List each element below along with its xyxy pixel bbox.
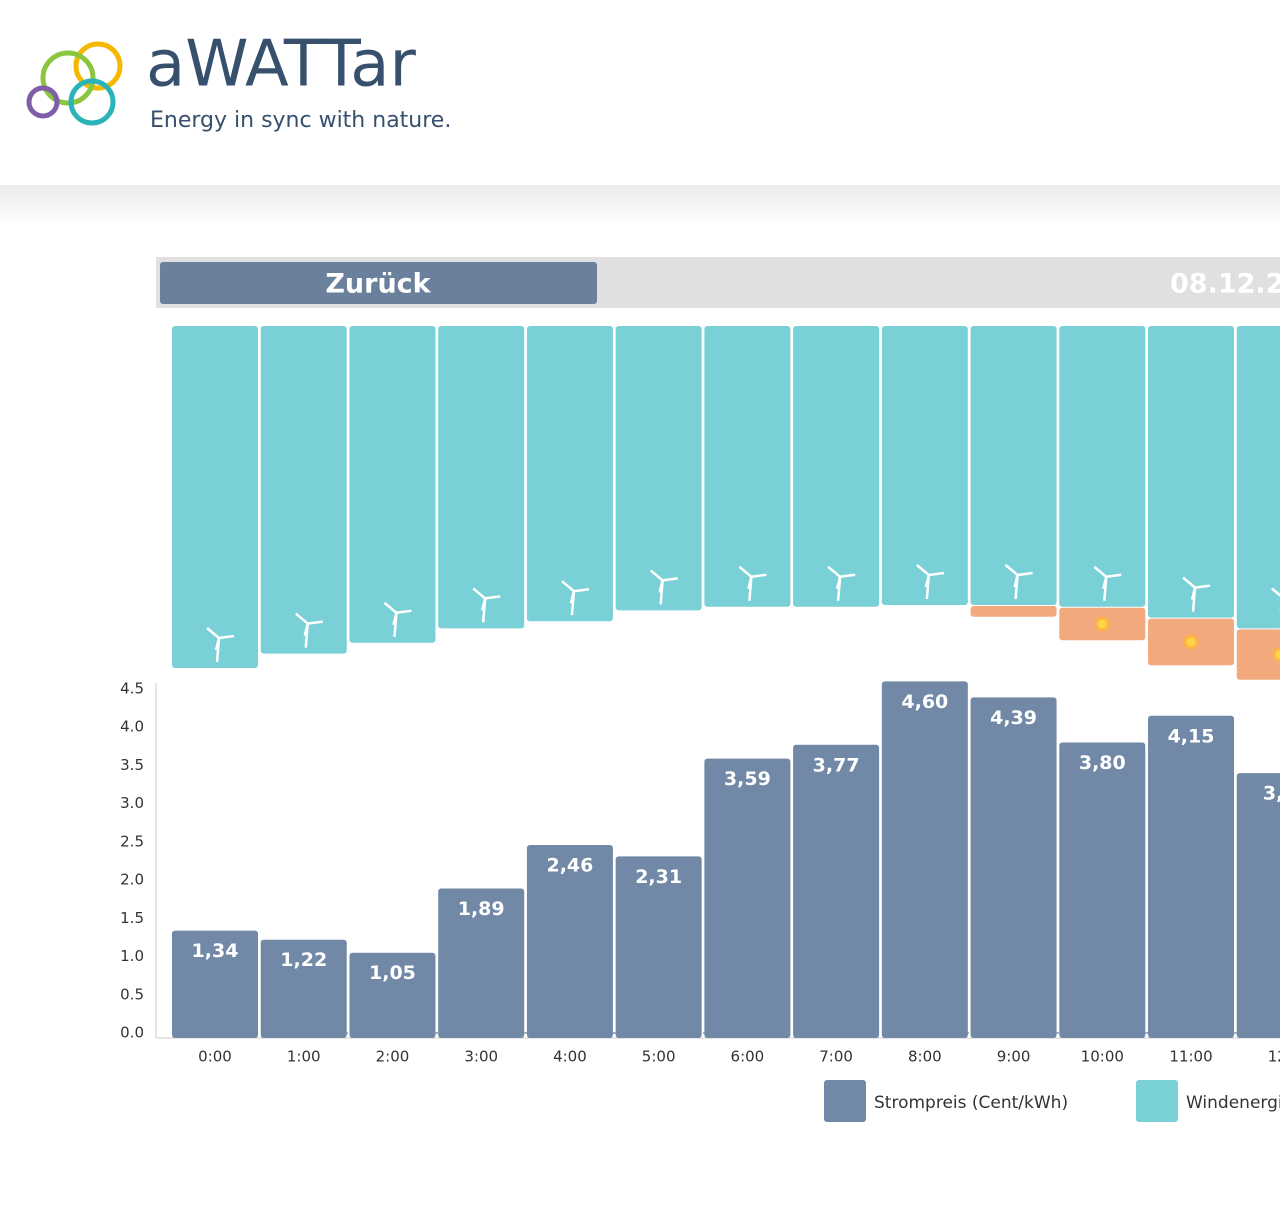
price-bar bbox=[704, 758, 791, 1038]
wind-bar bbox=[793, 326, 880, 607]
turbine-icon bbox=[294, 612, 323, 648]
sun-icon bbox=[1183, 634, 1199, 650]
logo-text: aWATTar bbox=[146, 28, 417, 102]
wind-bar bbox=[615, 326, 702, 611]
legend-swatch bbox=[824, 1080, 866, 1122]
price-bar bbox=[1236, 773, 1280, 1038]
price-bar bbox=[260, 939, 347, 1038]
wind-bar bbox=[172, 326, 258, 668]
price-bar bbox=[615, 856, 702, 1038]
price-bar bbox=[526, 844, 613, 1038]
solar-bar bbox=[970, 606, 1057, 617]
value-label: 1,89 bbox=[458, 898, 505, 920]
x-tick-label: 3:00 bbox=[464, 1048, 498, 1066]
wind-bar bbox=[349, 326, 436, 643]
value-label: 3,4 bbox=[1263, 783, 1280, 805]
price-bar bbox=[793, 744, 880, 1038]
y-tick-label: 4.0 bbox=[120, 718, 144, 736]
value-label: 1,22 bbox=[280, 949, 327, 971]
wind-bar bbox=[1059, 326, 1146, 607]
turbine-icon bbox=[383, 601, 412, 637]
price-bar bbox=[881, 681, 968, 1038]
legend-swatch bbox=[1136, 1080, 1178, 1122]
turbine-icon bbox=[1093, 565, 1122, 601]
y-tick-label: 0.0 bbox=[120, 1024, 144, 1042]
x-tick-label: 0:00 bbox=[198, 1048, 232, 1066]
wind-bar bbox=[526, 326, 613, 622]
y-tick-label: 2.0 bbox=[120, 871, 144, 889]
turbine-icon bbox=[738, 565, 767, 601]
turbine-icon bbox=[1004, 564, 1033, 600]
legend-label: Strompreis (Cent/kWh) bbox=[874, 1093, 1068, 1113]
turbine-icon bbox=[827, 565, 856, 601]
date-label: 08.12.201 bbox=[1170, 269, 1280, 300]
back-button-label[interactable]: Zurück bbox=[325, 269, 431, 300]
wind-bar bbox=[970, 326, 1057, 605]
value-label: 2,46 bbox=[546, 854, 593, 876]
value-label: 3,80 bbox=[1079, 752, 1126, 774]
wind-bar bbox=[1236, 326, 1280, 629]
logo-mark bbox=[26, 41, 123, 126]
x-tick-label: 9:00 bbox=[997, 1048, 1031, 1066]
price-bar bbox=[349, 952, 436, 1038]
tagline: Energy in sync with nature. bbox=[150, 108, 451, 133]
price-bar bbox=[438, 888, 525, 1038]
wind-bar bbox=[260, 326, 347, 654]
solar-bar bbox=[1236, 629, 1280, 680]
value-label: 4,15 bbox=[1168, 725, 1215, 747]
value-label: 1,05 bbox=[369, 962, 416, 984]
value-label: 4,60 bbox=[901, 691, 948, 713]
x-tick-label: 2:00 bbox=[376, 1048, 410, 1066]
y-tick-label: 3.0 bbox=[120, 794, 144, 812]
wind-bar bbox=[1148, 326, 1235, 618]
sun-icon bbox=[1094, 616, 1110, 632]
x-tick-label: 8:00 bbox=[908, 1048, 942, 1066]
turbine-icon bbox=[472, 587, 501, 623]
price-bar bbox=[970, 697, 1057, 1038]
x-tick-label: 4:00 bbox=[553, 1048, 587, 1066]
value-label: 1,34 bbox=[192, 940, 239, 962]
y-tick-label: 3.5 bbox=[120, 756, 144, 774]
back-button[interactable] bbox=[160, 262, 597, 304]
turbine-icon bbox=[649, 569, 678, 605]
value-label: 4,39 bbox=[990, 707, 1037, 729]
turbine-icon bbox=[206, 627, 235, 663]
x-tick-label: 11:00 bbox=[1169, 1048, 1212, 1066]
sun-icon bbox=[1272, 647, 1280, 663]
x-tick-label: 10:00 bbox=[1081, 1048, 1124, 1066]
x-tick-label: 1:00 bbox=[287, 1048, 321, 1066]
turbine-icon bbox=[1270, 587, 1280, 611]
wind-bar bbox=[881, 326, 968, 605]
price-bar bbox=[172, 930, 258, 1038]
legend-label: Windenergi bbox=[1186, 1093, 1280, 1113]
wind-bar bbox=[704, 326, 791, 607]
turbine-icon bbox=[561, 580, 590, 616]
value-label: 2,31 bbox=[635, 866, 682, 888]
header bbox=[0, 0, 1280, 185]
logo-circle bbox=[40, 50, 96, 106]
turbine-icon bbox=[916, 564, 945, 600]
price-bar bbox=[1059, 742, 1146, 1038]
turbine-icon bbox=[1182, 576, 1211, 612]
logo-circle bbox=[26, 85, 60, 119]
wind-bar bbox=[438, 326, 525, 629]
y-tick-label: 4.5 bbox=[120, 680, 144, 698]
y-tick-label: 2.5 bbox=[120, 832, 144, 850]
value-label: 3,77 bbox=[813, 754, 860, 776]
y-tick-label: 0.5 bbox=[120, 985, 144, 1003]
price-bar bbox=[1148, 715, 1235, 1038]
x-tick-label: 5:00 bbox=[642, 1048, 676, 1066]
value-label: 3,59 bbox=[724, 768, 771, 790]
y-tick-label: 1.5 bbox=[120, 909, 144, 927]
x-tick-label: 6:00 bbox=[731, 1048, 765, 1066]
y-tick-label: 1.0 bbox=[120, 947, 144, 965]
logo-circle bbox=[73, 41, 123, 91]
header-shadow bbox=[0, 185, 1280, 225]
logo-circle bbox=[68, 78, 116, 126]
x-tick-label: 7:00 bbox=[819, 1048, 853, 1066]
x-tick-label: 12: bbox=[1268, 1048, 1280, 1066]
